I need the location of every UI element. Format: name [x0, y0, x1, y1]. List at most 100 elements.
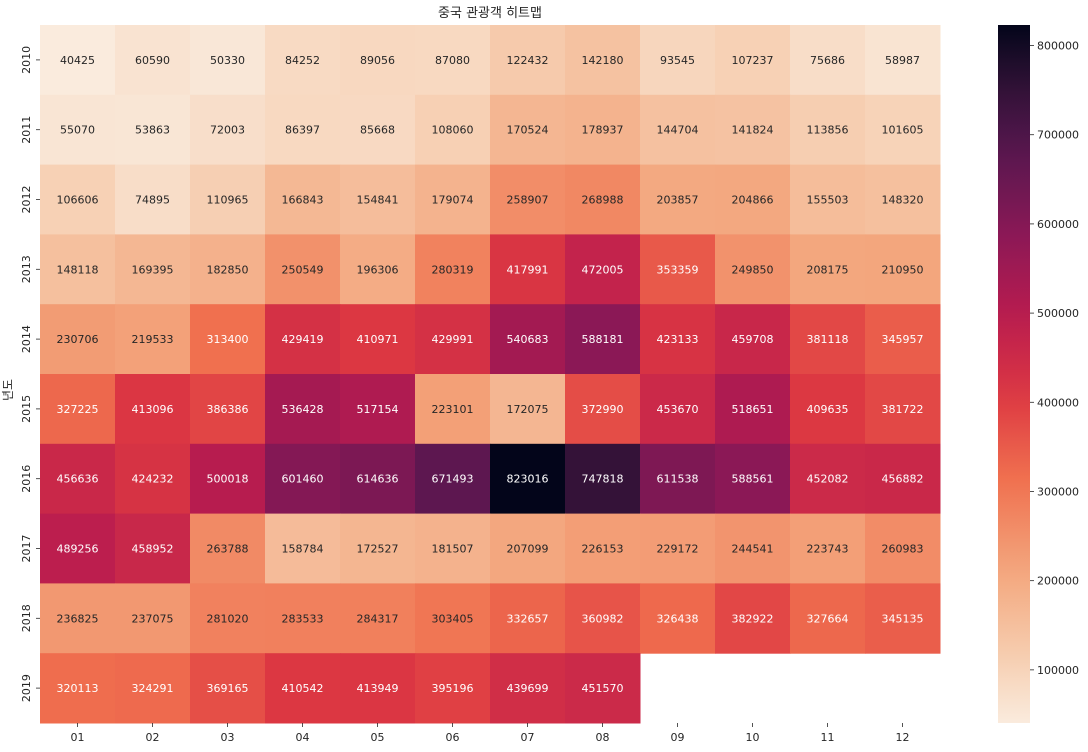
heatmap-cell: [640, 94, 716, 166]
heatmap-cell: [265, 234, 341, 305]
cell-value-label: 423133: [657, 333, 699, 346]
cell-value-label: 747818: [582, 473, 624, 486]
cell-value-label: 219533: [132, 333, 174, 346]
cell-value-label: 386386: [207, 403, 249, 416]
cell-value-label: 178937: [582, 124, 624, 137]
heatmap-cell: [115, 94, 191, 166]
cell-value-label: 424232: [132, 473, 174, 486]
cell-value-label: 327225: [57, 403, 99, 416]
heatmap-cell: [190, 94, 266, 166]
y-tick-label: 2017: [20, 535, 33, 563]
heatmap-cell: [865, 443, 941, 515]
cell-value-label: 74895: [135, 194, 170, 207]
cell-value-label: 107237: [732, 54, 774, 67]
heatmap-cell: [115, 234, 191, 305]
cell-value-label: 108060: [432, 124, 474, 137]
heatmap-cell: [640, 443, 716, 515]
cell-value-label: 413949: [357, 682, 399, 695]
cell-value-label: 500018: [207, 473, 249, 486]
y-tick-label: 2010: [20, 46, 33, 74]
heatmap-cell: [265, 25, 341, 96]
cell-value-label: 536428: [282, 403, 324, 416]
heatmap-cell: [640, 304, 716, 375]
cell-value-label: 169395: [132, 263, 174, 276]
heatmap-cell: [415, 25, 491, 96]
cell-value-label: 280319: [432, 263, 474, 276]
heatmap-cell: [790, 164, 866, 235]
cell-value-label: 459708: [732, 333, 774, 346]
cell-value-label: 144704: [657, 124, 699, 137]
heatmap-cell: [115, 443, 191, 515]
cell-value-label: 283533: [282, 612, 324, 625]
cell-value-label: 203857: [657, 194, 699, 207]
heatmap-cell: [265, 374, 341, 445]
cell-value-label: 229172: [657, 543, 699, 556]
cell-value-label: 158784: [282, 543, 324, 556]
cell-value-label: 327664: [807, 612, 849, 625]
heatmap-cell: [865, 234, 941, 305]
heatmap-cell: [265, 513, 341, 584]
cell-value-label: 210950: [882, 263, 924, 276]
heatmap-cell: [115, 513, 191, 584]
cell-value-label: 281020: [207, 612, 249, 625]
cell-value-label: 85668: [360, 124, 395, 137]
x-tick-label: 04: [296, 731, 310, 744]
cell-value-label: 588561: [732, 473, 774, 486]
heatmap-cells: 40425 60590 50330 84252 89056 87080 122432 1421…: [40, 25, 941, 724]
heatmap-cell: [790, 443, 866, 515]
cell-value-label: 101605: [882, 124, 924, 137]
colorbar-tick-label: 400000: [1037, 396, 1079, 409]
cell-value-label: 60590: [135, 54, 170, 67]
heatmap-cell: [415, 234, 491, 305]
colorbar-tick-label: 300000: [1037, 485, 1079, 498]
heatmap-cell: [40, 583, 116, 654]
cell-value-label: 93545: [660, 54, 695, 67]
heatmap-cell: [340, 374, 416, 445]
x-tick-label: 09: [671, 731, 685, 744]
cell-value-label: 113856: [807, 124, 849, 137]
cell-value-label: 84252: [285, 54, 320, 67]
cell-value-label: 40425: [60, 54, 95, 67]
heatmap-cell: [190, 374, 266, 445]
cell-value-label: 268988: [582, 194, 624, 207]
heatmap-cell: [565, 513, 641, 584]
heatmap-cell: [865, 94, 941, 166]
heatmap-cell: [340, 583, 416, 654]
cell-value-label: 614636: [357, 473, 399, 486]
cell-value-label: 86397: [285, 124, 320, 137]
heatmap-cell: [490, 583, 566, 654]
cell-value-label: 148320: [882, 194, 924, 207]
cell-value-label: 179074: [432, 194, 474, 207]
heatmap-cell: [490, 304, 566, 375]
heatmap-cell: [115, 583, 191, 654]
cell-value-label: 106606: [57, 194, 99, 207]
heatmap-cell: [115, 304, 191, 375]
y-tick-label: 2019: [20, 674, 33, 702]
heatmap-cell: [340, 304, 416, 375]
cell-value-label: 439699: [507, 682, 549, 695]
colorbar-tick-label: 600000: [1037, 218, 1079, 231]
cell-value-label: 172527: [357, 543, 399, 556]
colorbar: [998, 25, 1030, 723]
heatmap-cell: [715, 583, 791, 654]
heatmap-cell: [865, 304, 941, 375]
x-tick-label: 06: [446, 731, 460, 744]
heatmap-cell: [790, 234, 866, 305]
cell-value-label: 172075: [507, 403, 549, 416]
x-tick-label: 10: [746, 731, 760, 744]
cell-value-label: 258907: [507, 194, 549, 207]
heatmap-cell: [790, 583, 866, 654]
heatmap-cell: [40, 94, 116, 166]
heatmap-cell: [115, 653, 191, 724]
cell-value-label: 360982: [582, 612, 624, 625]
cell-value-label: 540683: [507, 333, 549, 346]
heatmap-cell: [490, 513, 566, 584]
x-tick-label: 05: [371, 731, 385, 744]
heatmap-cell: [565, 653, 641, 724]
heatmap-cell: [40, 164, 116, 235]
cell-value-label: 372990: [582, 403, 624, 416]
x-tick-label: 08: [596, 731, 610, 744]
cell-value-label: 671493: [432, 473, 474, 486]
heatmap-cell: [790, 513, 866, 584]
cell-value-label: 223743: [807, 543, 849, 556]
